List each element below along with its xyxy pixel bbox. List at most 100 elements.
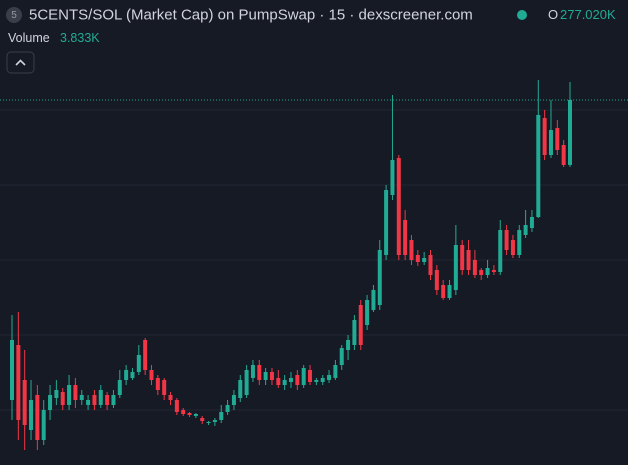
candle-body [441, 285, 446, 298]
candle-body [542, 118, 547, 155]
candle-body [428, 255, 433, 275]
candle-body [250, 365, 255, 378]
candle-body [295, 375, 300, 385]
candle-body [568, 100, 572, 165]
candle-body [409, 240, 414, 260]
candle-body [73, 385, 78, 400]
candle-body [206, 422, 211, 423]
candle-body [453, 245, 458, 290]
candle-body [200, 418, 205, 421]
candle-body [282, 380, 287, 385]
candle-body [308, 370, 313, 382]
candle-body [98, 390, 103, 405]
candle-body [384, 190, 389, 255]
candle-body [371, 290, 376, 310]
candle-body [276, 378, 281, 385]
button-frame[interactable] [6, 51, 35, 74]
candle-body [225, 405, 230, 412]
candle-body [555, 128, 560, 150]
candle-body [54, 390, 59, 398]
candle-body [263, 372, 268, 380]
candle-body [536, 115, 541, 217]
candle-body [377, 250, 382, 305]
candle-body [111, 395, 116, 405]
candle-body [447, 285, 452, 298]
candle-body [485, 268, 490, 275]
candle-body [346, 340, 351, 350]
candle-body [244, 370, 249, 395]
candle-body [193, 414, 198, 416]
candle-body [238, 380, 243, 398]
candle-body [529, 217, 534, 228]
candle-body [92, 395, 97, 405]
candle-body [155, 378, 160, 390]
candle-body [212, 420, 217, 422]
candle-body [472, 260, 477, 275]
candle-body [314, 380, 319, 382]
candle-body [510, 240, 515, 255]
candle-body [48, 395, 53, 410]
candle-body [124, 370, 129, 380]
candle-body [41, 410, 46, 440]
candle-body [149, 370, 154, 380]
candle-body [396, 158, 401, 255]
candle-body [289, 378, 293, 382]
candle-body [498, 230, 503, 272]
candle-body [460, 245, 465, 270]
open-value: 277.020K [560, 7, 616, 22]
candle-body [504, 230, 509, 250]
icon-text: 5 [11, 10, 17, 21]
candle-body [339, 348, 344, 365]
candle-body [301, 368, 306, 385]
candle-body [174, 400, 179, 412]
candle-body [136, 355, 141, 372]
candle-body [358, 305, 363, 345]
candle-body [561, 145, 566, 165]
candle-body [22, 380, 27, 425]
candle-body [415, 255, 420, 262]
candle-body [491, 270, 496, 272]
candle-body [86, 400, 91, 405]
candle-body [257, 365, 262, 380]
candle-body [403, 220, 408, 255]
candle-body [162, 380, 167, 395]
candle-body [29, 400, 34, 430]
candle-body [327, 375, 332, 380]
chart-title: 5CENTS/SOL (Market Cap) on PumpSwap · 15… [29, 6, 473, 23]
candle-body [333, 365, 338, 378]
volume-value: 3.833K [60, 31, 100, 45]
collapse-button[interactable] [6, 51, 35, 74]
candle-body [365, 300, 370, 325]
candle-body [35, 395, 40, 440]
candle-body [352, 320, 357, 345]
candle-body [187, 413, 192, 415]
plot-area [0, 80, 628, 450]
candle-body [390, 160, 395, 195]
candle-body [168, 395, 173, 400]
candle-body [67, 385, 72, 405]
candle-body [10, 340, 14, 400]
candle-body [466, 250, 471, 270]
candle-body [219, 412, 224, 420]
candle-body [105, 395, 110, 405]
candle-body [181, 410, 186, 414]
candle-body [79, 395, 84, 400]
candle-body [16, 345, 21, 420]
status-dot [517, 10, 527, 20]
chevron-icon[interactable] [15, 59, 26, 66]
candle-body [548, 130, 553, 155]
candle-body [269, 372, 274, 380]
candle-body [143, 340, 148, 370]
candle-body [479, 270, 484, 275]
candle-body [117, 380, 122, 395]
symbol-icon [6, 7, 22, 23]
candle-body [422, 258, 427, 262]
candle-body [523, 225, 528, 235]
candle-body [320, 378, 325, 382]
candle-body [434, 270, 439, 290]
candle-body [60, 392, 65, 405]
candle-body [517, 230, 522, 255]
open-label: O [548, 7, 558, 22]
